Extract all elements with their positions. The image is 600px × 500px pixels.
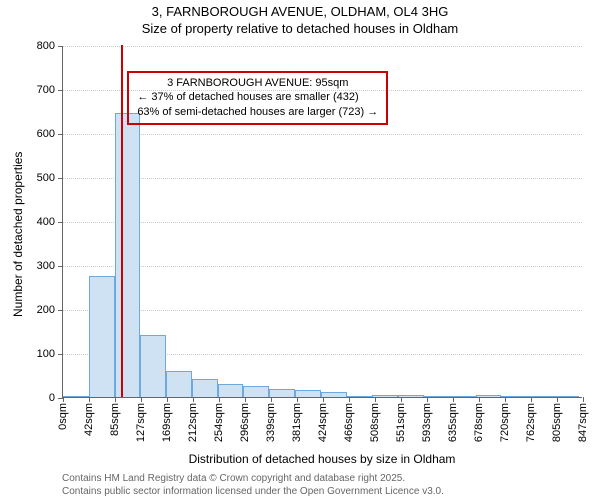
chart-container: { "title": { "line1": "3, FARNBOROUGH AV…	[0, 0, 600, 500]
gridline	[63, 134, 582, 135]
y-tick-mark	[58, 90, 63, 91]
histogram-bar	[269, 389, 295, 397]
histogram-bar	[243, 386, 269, 397]
title-line-1: 3, FARNBOROUGH AVENUE, OLDHAM, OL4 3HG	[0, 4, 600, 21]
histogram-bar	[218, 384, 244, 397]
x-tick-label: 720sqm	[499, 403, 511, 442]
x-tick-label: 551sqm	[395, 403, 407, 442]
annotation-line: 3 FARNBOROUGH AVENUE: 95sqm	[137, 76, 378, 91]
chart-title: 3, FARNBOROUGH AVENUE, OLDHAM, OL4 3HG S…	[0, 4, 600, 38]
x-tick-label: 296sqm	[239, 403, 251, 442]
y-tick-mark	[58, 222, 63, 223]
x-tick-label: 42sqm	[83, 403, 95, 436]
x-tick-label: 212sqm	[187, 403, 199, 442]
histogram-bar	[192, 379, 218, 397]
x-tick-mark	[479, 397, 480, 402]
y-tick-mark	[58, 134, 63, 135]
x-tick-label: 0sqm	[57, 403, 69, 430]
y-tick-mark	[58, 310, 63, 311]
x-tick-label: 678sqm	[473, 403, 485, 442]
x-tick-mark	[323, 397, 324, 402]
x-tick-mark	[349, 397, 350, 402]
histogram-bar	[140, 335, 166, 397]
y-tick-label: 300	[37, 260, 55, 272]
y-tick-label: 100	[37, 348, 55, 360]
footnote-line-1: Contains HM Land Registry data © Crown c…	[62, 472, 444, 485]
x-tick-mark	[427, 397, 428, 402]
gridline	[63, 46, 582, 47]
histogram-bar	[372, 395, 398, 397]
histogram-bar	[166, 371, 192, 397]
x-tick-label: 805sqm	[551, 403, 563, 442]
histogram-bar	[398, 395, 424, 397]
histogram-bar	[89, 276, 115, 397]
annotation-box: 3 FARNBOROUGH AVENUE: 95sqm← 37% of deta…	[127, 71, 388, 126]
gridline	[63, 178, 582, 179]
histogram-bar	[115, 113, 141, 397]
x-tick-label: 381sqm	[291, 403, 303, 442]
x-tick-label: 762sqm	[525, 403, 537, 442]
x-tick-mark	[89, 397, 90, 402]
y-tick-mark	[58, 178, 63, 179]
x-tick-mark	[531, 397, 532, 402]
annotation-line: 63% of semi-detached houses are larger (…	[137, 105, 378, 120]
y-tick-label: 400	[37, 216, 55, 228]
x-tick-mark	[583, 397, 584, 402]
x-tick-mark	[401, 397, 402, 402]
y-tick-mark	[58, 46, 63, 47]
footnote-line-2: Contains public sector information licen…	[62, 485, 444, 498]
y-tick-label: 600	[37, 128, 55, 140]
x-tick-mark	[297, 397, 298, 402]
y-tick-mark	[58, 354, 63, 355]
x-tick-mark	[453, 397, 454, 402]
annotation-line: ← 37% of detached houses are smaller (43…	[137, 90, 378, 105]
x-tick-mark	[193, 397, 194, 402]
x-tick-mark	[375, 397, 376, 402]
histogram-bar	[295, 390, 321, 397]
x-tick-mark	[167, 397, 168, 402]
gridline	[63, 266, 582, 267]
y-tick-label: 800	[37, 40, 55, 52]
y-tick-label: 500	[37, 172, 55, 184]
x-tick-mark	[141, 397, 142, 402]
histogram-bar	[347, 396, 373, 397]
x-tick-mark	[505, 397, 506, 402]
x-tick-label: 424sqm	[317, 403, 329, 442]
plot-area: 01002003004005006007008000sqm42sqm85sqm1…	[62, 46, 582, 398]
y-axis-label: Number of detached properties	[11, 152, 25, 317]
y-tick-label: 700	[37, 84, 55, 96]
gridline	[63, 310, 582, 311]
footnote: Contains HM Land Registry data © Crown c…	[62, 472, 444, 498]
y-tick-label: 200	[37, 304, 55, 316]
x-tick-mark	[245, 397, 246, 402]
x-tick-label: 847sqm	[577, 403, 589, 442]
y-tick-mark	[58, 266, 63, 267]
x-tick-mark	[557, 397, 558, 402]
x-tick-mark	[271, 397, 272, 402]
x-tick-mark	[63, 397, 64, 402]
x-tick-label: 127sqm	[135, 403, 147, 442]
x-tick-mark	[115, 397, 116, 402]
histogram-bar	[321, 392, 347, 397]
x-tick-label: 466sqm	[343, 403, 355, 442]
x-tick-label: 85sqm	[109, 403, 121, 436]
x-tick-label: 169sqm	[161, 403, 173, 442]
title-line-2: Size of property relative to detached ho…	[0, 21, 600, 38]
x-tick-label: 508sqm	[369, 403, 381, 442]
histogram-bar	[63, 396, 89, 397]
x-tick-label: 339sqm	[265, 403, 277, 442]
gridline	[63, 222, 582, 223]
x-tick-label: 254sqm	[213, 403, 225, 442]
x-tick-label: 593sqm	[421, 403, 433, 442]
x-tick-label: 635sqm	[447, 403, 459, 442]
marker-line	[121, 45, 123, 397]
y-tick-label: 0	[49, 392, 55, 404]
x-tick-mark	[219, 397, 220, 402]
x-axis-label: Distribution of detached houses by size …	[62, 452, 582, 466]
